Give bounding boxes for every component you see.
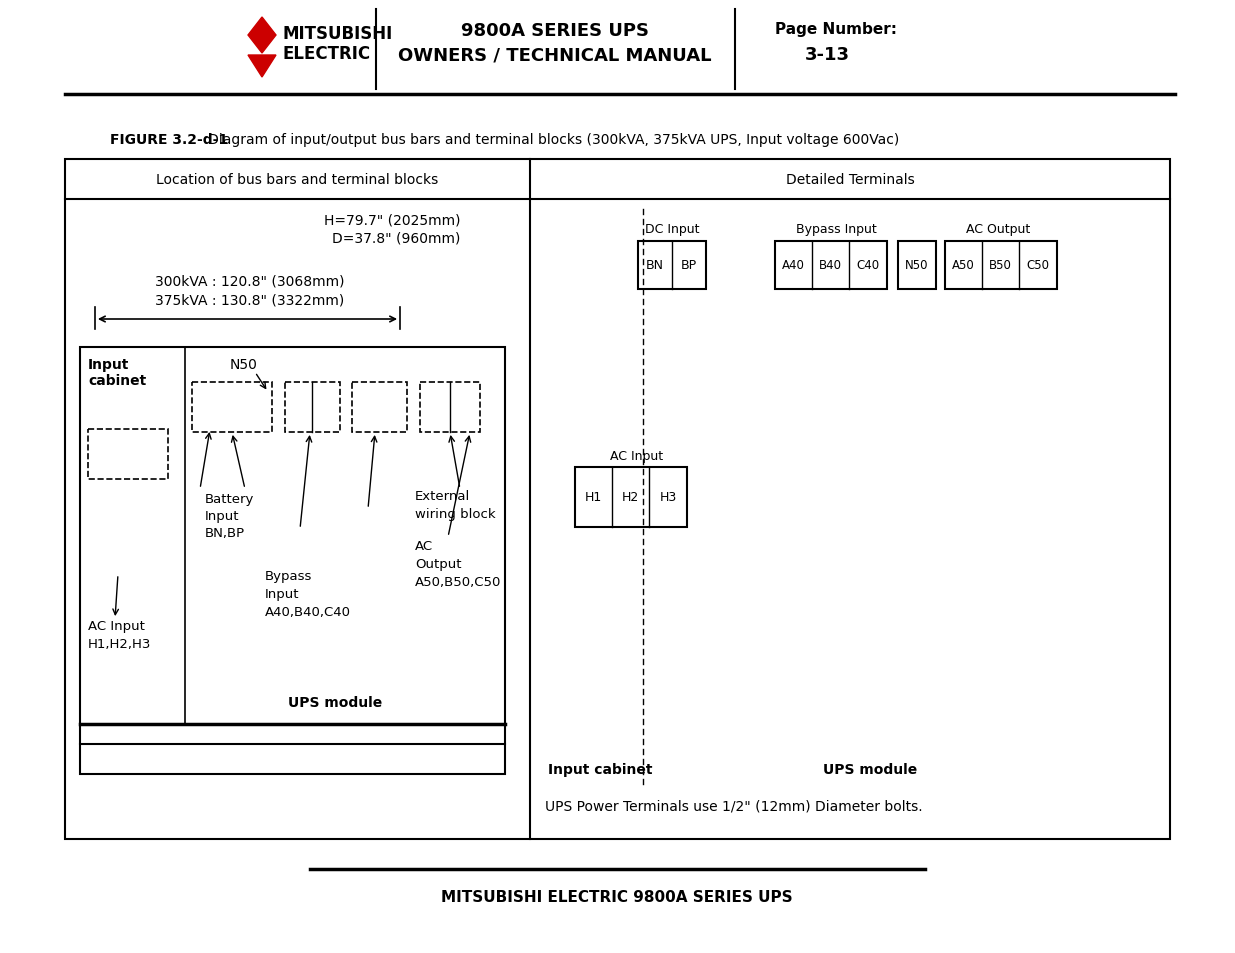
- Bar: [191, 382, 272, 433]
- Text: H3: H3: [659, 491, 677, 504]
- Text: Input: Input: [88, 357, 130, 372]
- Text: A50: A50: [952, 259, 974, 273]
- Text: BN: BN: [646, 259, 664, 273]
- Text: External: External: [415, 490, 471, 502]
- Bar: [88, 430, 168, 479]
- Bar: [576, 468, 687, 527]
- Text: AC: AC: [415, 539, 433, 553]
- Bar: [945, 242, 1057, 290]
- Text: UPS Power Terminals use 1/2" (12mm) Diameter bolts.: UPS Power Terminals use 1/2" (12mm) Diam…: [545, 800, 923, 813]
- Text: FIGURE 3.2-d-1: FIGURE 3.2-d-1: [110, 132, 228, 147]
- Text: Bypass Input: Bypass Input: [795, 223, 877, 235]
- Bar: [285, 382, 340, 433]
- Text: Page Number:: Page Number:: [776, 22, 897, 37]
- Text: Battery: Battery: [205, 493, 254, 505]
- Text: OWNERS / TECHNICAL MANUAL: OWNERS / TECHNICAL MANUAL: [398, 46, 711, 64]
- Bar: [352, 382, 408, 433]
- Text: MITSUBISHI: MITSUBISHI: [282, 25, 393, 43]
- Bar: [776, 242, 887, 290]
- Polygon shape: [248, 18, 275, 54]
- Text: N50: N50: [230, 357, 258, 372]
- Bar: [638, 242, 706, 290]
- Text: 9800A SERIES UPS: 9800A SERIES UPS: [461, 22, 650, 40]
- Text: N50: N50: [905, 259, 929, 273]
- Text: H1: H1: [584, 491, 601, 504]
- Text: Input: Input: [266, 587, 300, 600]
- Text: Location of bus bars and terminal blocks: Location of bus bars and terminal blocks: [156, 172, 438, 187]
- Text: Diagram of input/output bus bars and terminal blocks (300kVA, 375kVA UPS, Input : Diagram of input/output bus bars and ter…: [195, 132, 899, 147]
- Text: B40: B40: [819, 259, 841, 273]
- Text: A40,B40,C40: A40,B40,C40: [266, 605, 351, 618]
- Text: MITSUBISHI ELECTRIC 9800A SERIES UPS: MITSUBISHI ELECTRIC 9800A SERIES UPS: [441, 889, 793, 904]
- Bar: [420, 382, 480, 433]
- Text: C40: C40: [856, 259, 879, 273]
- Text: A50,B50,C50: A50,B50,C50: [415, 576, 501, 588]
- Text: D=37.8" (960mm): D=37.8" (960mm): [332, 232, 459, 246]
- Text: B50: B50: [988, 259, 1011, 273]
- Bar: [898, 242, 936, 290]
- Bar: [80, 348, 505, 774]
- Text: DC Input: DC Input: [645, 223, 699, 235]
- Text: AC Input: AC Input: [88, 619, 144, 633]
- Text: H1,H2,H3: H1,H2,H3: [88, 638, 152, 650]
- Text: C50: C50: [1026, 259, 1050, 273]
- Text: 300kVA : 120.8" (3068mm): 300kVA : 120.8" (3068mm): [156, 274, 345, 289]
- Bar: [65, 160, 1170, 840]
- Text: 3-13: 3-13: [805, 46, 850, 64]
- Text: A40: A40: [782, 259, 804, 273]
- Text: Input cabinet: Input cabinet: [548, 762, 652, 776]
- Polygon shape: [248, 56, 275, 78]
- Text: Output: Output: [415, 558, 462, 571]
- Text: ELECTRIC: ELECTRIC: [282, 45, 370, 63]
- Text: wiring block: wiring block: [415, 507, 495, 520]
- Text: 375kVA : 130.8" (3322mm): 375kVA : 130.8" (3322mm): [156, 294, 345, 308]
- Text: BN,BP: BN,BP: [205, 526, 245, 539]
- Text: H=79.7" (2025mm): H=79.7" (2025mm): [324, 213, 459, 227]
- Text: BP: BP: [680, 259, 697, 273]
- Text: AC Input: AC Input: [610, 450, 663, 462]
- Text: Detailed Terminals: Detailed Terminals: [785, 172, 914, 187]
- Text: cabinet: cabinet: [88, 374, 146, 388]
- Text: Input: Input: [205, 510, 240, 522]
- Text: UPS module: UPS module: [288, 696, 382, 709]
- Text: Bypass: Bypass: [266, 569, 312, 582]
- Text: UPS module: UPS module: [823, 762, 918, 776]
- Text: H2: H2: [621, 491, 638, 504]
- Text: AC Output: AC Output: [966, 223, 1030, 235]
